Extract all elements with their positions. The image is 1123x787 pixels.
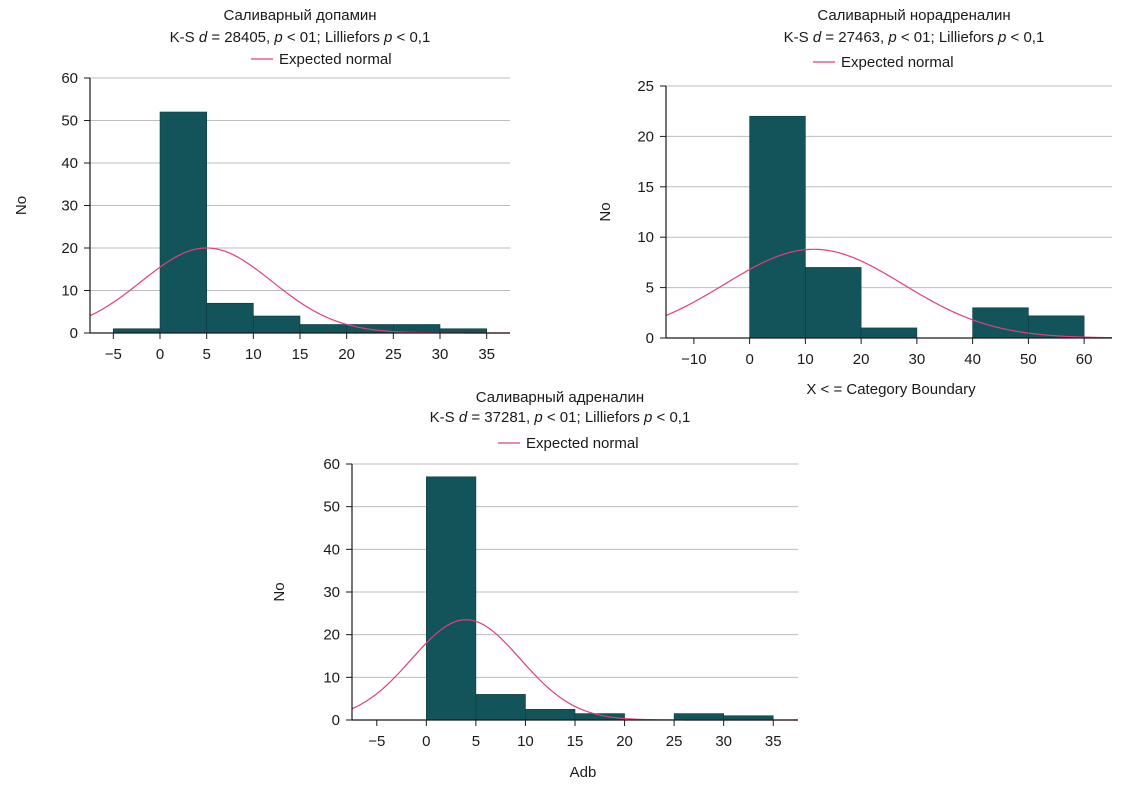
x-tick-label: 40 <box>964 351 981 368</box>
y-tick-label: 0 <box>646 330 654 347</box>
x-tick-label: 15 <box>292 346 309 363</box>
subtitle-part-p-sym2: p <box>643 409 652 426</box>
y-tick-label: 30 <box>61 198 78 215</box>
chart-title: Саливарный адреналин <box>476 389 644 406</box>
histogram-bar <box>525 709 576 721</box>
x-tick-label: 60 <box>1076 351 1093 368</box>
chart-title: Саливарный допамин <box>223 7 376 24</box>
chart-subtitle: K-S d = 27463, p < 01; Lilliefors p < 0,… <box>784 29 1045 46</box>
histogram-bar <box>673 713 724 721</box>
y-axis-label: No <box>13 196 30 215</box>
subtitle-part-p-sym1: p <box>887 29 896 46</box>
subtitle-part-suffix: < 0,1 <box>1006 29 1044 46</box>
histogram-bar <box>426 476 477 721</box>
subtitle-part-mid: < 01; Lilliefors <box>897 29 998 46</box>
x-tick-label: 35 <box>478 346 495 363</box>
y-tick-label: 10 <box>61 283 78 300</box>
y-tick-label: 5 <box>646 280 654 297</box>
x-tick-label: −10 <box>681 351 706 368</box>
x-tick-label: 20 <box>338 346 355 363</box>
histogram-panel-1: Саливарный допамин K-S d = 28405, p < 01;… <box>13 7 510 363</box>
expected-normal-curve <box>665 248 1113 339</box>
subtitle-part-d-sym: d <box>459 409 468 426</box>
histogram-bar <box>253 315 301 334</box>
legend-label: Expected normal <box>279 51 392 68</box>
histogram-bar <box>723 715 774 721</box>
subtitle-part-d-sym: d <box>813 29 822 46</box>
subtitle-part-d-val: = 27463, <box>821 29 888 46</box>
x-tick-label: 10 <box>797 351 814 368</box>
x-tick-label: 30 <box>909 351 926 368</box>
x-tick-label: 30 <box>715 733 732 750</box>
subtitle-part-p-sym1: p <box>533 409 542 426</box>
legend-label: Expected normal <box>841 54 954 71</box>
y-tick-label: 40 <box>61 155 78 172</box>
y-tick-label: 60 <box>61 70 78 87</box>
subtitle-part-mid: < 01; Lilliefors <box>543 409 644 426</box>
x-tick-label: 15 <box>567 733 584 750</box>
subtitle-part-suffix: < 0,1 <box>652 409 690 426</box>
y-tick-label: 50 <box>61 113 78 130</box>
subtitle-part-d-val: = 28405, <box>207 29 274 46</box>
subtitle-part-d-val: = 37281, <box>467 409 534 426</box>
chart-subtitle: K-S d = 37281, p < 01; Lilliefors p < 0,… <box>430 409 691 426</box>
y-tick-label: 20 <box>637 128 654 145</box>
histogram-bar <box>475 694 526 721</box>
histogram-bar <box>749 115 806 339</box>
histogram-bar <box>206 302 254 334</box>
subtitle-part-p-sym1: p <box>273 29 282 46</box>
subtitle-part-p-sym2: p <box>383 29 392 46</box>
y-tick-label: 20 <box>61 240 78 257</box>
x-tick-label: −5 <box>105 346 122 363</box>
y-axis-label: No <box>597 202 614 221</box>
histogram-bar <box>299 324 347 334</box>
x-tick-label: 25 <box>385 346 402 363</box>
y-tick-label: 20 <box>323 627 340 644</box>
legend-label: Expected normal <box>526 435 639 452</box>
subtitle-part-prefix: K-S <box>784 29 813 46</box>
x-tick-label: 30 <box>432 346 449 363</box>
chart-subtitle: K-S d = 28405, p < 01; Lilliefors p < 0,… <box>170 29 431 46</box>
histogram-bar <box>805 267 862 339</box>
y-tick-label: 0 <box>70 325 78 342</box>
subtitle-part-d-sym: d <box>199 29 208 46</box>
x-axis-label: X < = Category Boundary <box>806 381 976 398</box>
x-tick-label: −5 <box>368 733 385 750</box>
histogram-panel-2: Саливарный норадреналин K-S d = 27463, p … <box>597 7 1113 398</box>
histogram-bar <box>113 328 161 334</box>
x-tick-label: 0 <box>156 346 164 363</box>
subtitle-part-prefix: K-S <box>430 409 459 426</box>
y-axis-label: No <box>271 582 288 601</box>
y-tick-label: 60 <box>323 456 340 473</box>
y-tick-label: 25 <box>637 78 654 95</box>
x-tick-label: 50 <box>1020 351 1037 368</box>
histogram-bar <box>159 111 207 334</box>
histogram-bar <box>860 327 918 339</box>
x-tick-label: 5 <box>472 733 480 750</box>
x-tick-label: 10 <box>245 346 262 363</box>
subtitle-part-prefix: K-S <box>170 29 199 46</box>
x-tick-label: 35 <box>765 733 782 750</box>
subtitle-part-suffix: < 0,1 <box>392 29 430 46</box>
x-tick-label: 25 <box>666 733 683 750</box>
y-tick-label: 40 <box>323 541 340 558</box>
x-tick-label: 0 <box>745 351 753 368</box>
x-tick-label: 20 <box>853 351 870 368</box>
x-tick-label: 20 <box>616 733 633 750</box>
subtitle-part-p-sym2: p <box>997 29 1006 46</box>
histogram-panel-3: Саливарный адреналин K-S d = 37281, p < 0… <box>271 389 798 781</box>
subtitle-part-mid: < 01; Lilliefors <box>283 29 384 46</box>
chart-title: Саливарный норадреналин <box>817 7 1010 24</box>
y-tick-label: 15 <box>637 179 654 196</box>
x-tick-label: 0 <box>422 733 430 750</box>
y-tick-label: 0 <box>332 712 340 729</box>
x-tick-label: 10 <box>517 733 534 750</box>
y-tick-label: 10 <box>637 229 654 246</box>
x-axis-label: Adb <box>570 764 597 781</box>
y-tick-label: 30 <box>323 584 340 601</box>
x-tick-label: 5 <box>202 346 210 363</box>
y-tick-label: 10 <box>323 669 340 686</box>
y-tick-label: 50 <box>323 499 340 516</box>
